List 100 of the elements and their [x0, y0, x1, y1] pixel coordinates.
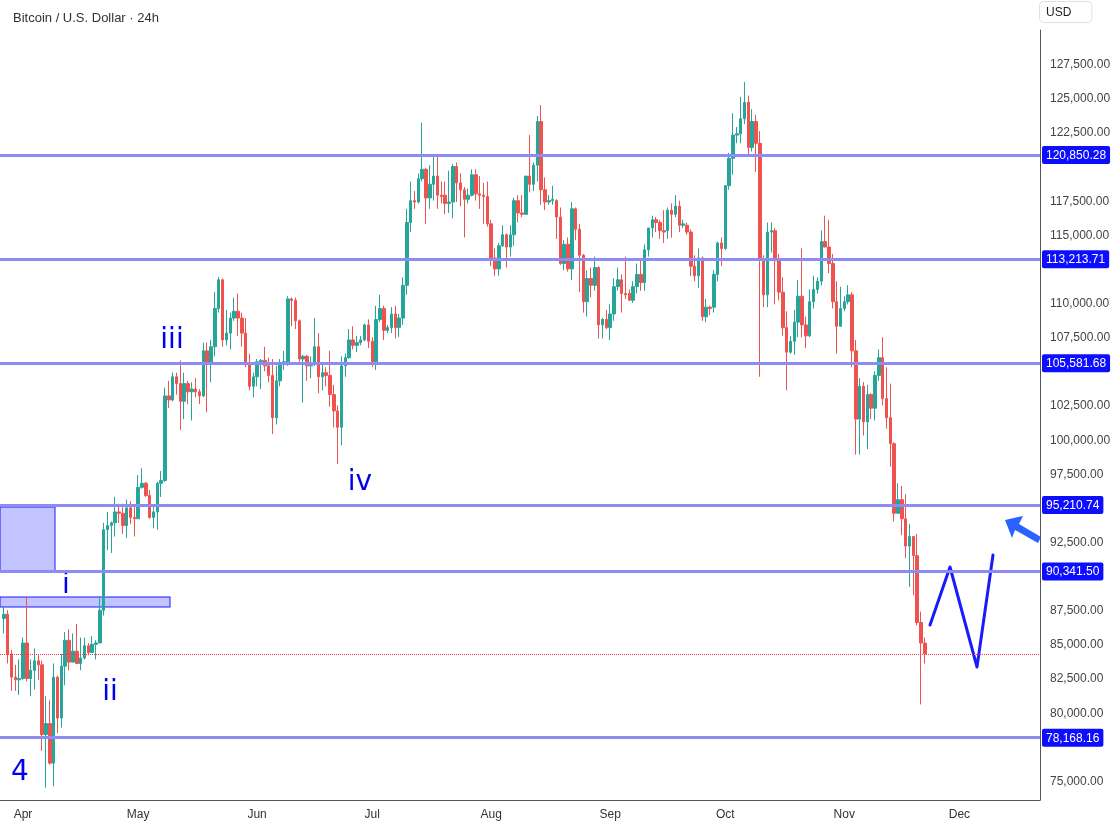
- candlestick: [701, 256, 704, 322]
- candlestick: [25, 596, 29, 682]
- candlestick: [570, 201, 574, 281]
- ref-line-label: 95,210.74: [1046, 497, 1100, 512]
- candlestick: [839, 286, 842, 327]
- y-tick-label: 82,500.00: [1050, 671, 1104, 686]
- x-tick-label: Nov: [833, 807, 855, 821]
- ref-line-label: 120,850.28: [1046, 147, 1107, 162]
- candlestick: [766, 222, 769, 308]
- x-tick-label: Jul: [364, 807, 380, 821]
- candlestick: [505, 232, 508, 269]
- y-tick-label: 87,500.00: [1050, 603, 1104, 618]
- candlestick: [248, 353, 251, 391]
- y-tick-label: 107,500.00: [1050, 330, 1111, 345]
- candlestick: [866, 384, 869, 450]
- candlestick: [67, 628, 71, 671]
- y-tick-label: 110,000.00: [1050, 296, 1110, 311]
- candlestick: [601, 317, 604, 340]
- candlestick: [363, 323, 366, 342]
- candlestick: [317, 332, 320, 394]
- candlestick: [551, 185, 554, 206]
- candlestick: [539, 104, 543, 206]
- candlestick: [301, 354, 305, 404]
- ref-line-label: 105,581.68: [1046, 356, 1107, 371]
- x-tick-label: Oct: [715, 807, 736, 821]
- candlestick: [516, 194, 520, 223]
- x-tick-label: Aug: [480, 807, 502, 821]
- candlestick: [186, 380, 190, 405]
- ref-line-label: 113,213.71: [1046, 252, 1106, 267]
- candlestick: [670, 202, 673, 239]
- candlestick: [720, 237, 723, 267]
- candlestick: [225, 309, 228, 346]
- candlestick: [351, 325, 355, 350]
- x-tick-label: Sep: [599, 807, 622, 821]
- y-tick-label: 80,000.00: [1050, 705, 1104, 720]
- candlestick: [133, 504, 136, 538]
- candlestick: [394, 305, 397, 340]
- candlestick: [171, 372, 174, 402]
- candlestick: [605, 309, 608, 330]
- candlestick: [390, 306, 393, 334]
- candlestick: [524, 175, 528, 215]
- candlestick: [221, 277, 224, 348]
- candlestick: [704, 298, 708, 323]
- candlestick: [182, 372, 186, 420]
- x-tick-label: Dec: [948, 807, 971, 821]
- candlestick: [597, 265, 600, 340]
- chart-title: Bitcoin / U.S. Dollar · 24h: [13, 10, 159, 25]
- annotation: iii: [160, 321, 184, 355]
- candlestick: [56, 675, 59, 734]
- candlestick: [424, 167, 428, 225]
- candlestick: [125, 499, 128, 539]
- candlestick: [593, 256, 597, 292]
- candlestick: [382, 305, 386, 341]
- candlestick: [666, 206, 669, 240]
- candlestick: [443, 181, 447, 215]
- candlestick: [71, 632, 75, 663]
- annotation: 4: [11, 753, 29, 787]
- candlestick: [190, 381, 194, 421]
- candlestick: [858, 377, 861, 456]
- y-tick-label: 127,500.00: [1050, 57, 1111, 72]
- x-tick-label: Jun: [247, 807, 267, 821]
- candlestick: [48, 699, 52, 765]
- y-tick-label: 75,000.00: [1050, 773, 1104, 788]
- candlestick: [271, 358, 274, 435]
- y-tick-label: 117,500.00: [1050, 193, 1110, 208]
- y-tick-label: 92,500.00: [1050, 534, 1104, 549]
- candlestick: [589, 267, 593, 299]
- candlestick: [862, 381, 865, 436]
- candlestick: [179, 359, 182, 431]
- candlestick: [44, 695, 48, 789]
- candlestick: [340, 355, 343, 446]
- candlestick: [773, 227, 777, 305]
- y-tick-label: 125,000.00: [1050, 91, 1111, 106]
- candlestick: [52, 662, 55, 787]
- candlestick: [286, 295, 290, 367]
- y-tick-label: 102,500.00: [1050, 398, 1111, 413]
- y-tick-label: 100,000.00: [1050, 432, 1111, 447]
- y-tick-label: 97,500.00: [1050, 466, 1104, 481]
- candlestick: [202, 342, 205, 398]
- ref-line-label: 78,168.16: [1046, 730, 1100, 745]
- candlestick: [87, 642, 90, 656]
- candlestick: [451, 163, 455, 219]
- candlestick: [244, 317, 247, 368]
- y-tick-label: 85,000.00: [1050, 637, 1104, 652]
- y-tick-label: 122,500.00: [1050, 125, 1111, 140]
- candlestick: [413, 190, 416, 210]
- x-tick-label: May: [126, 807, 150, 821]
- candlestick: [708, 305, 712, 316]
- candlestick: [290, 297, 293, 327]
- candlestick: [869, 392, 873, 420]
- candlestick: [908, 523, 911, 588]
- candlestick: [75, 623, 79, 664]
- candlestick: [674, 194, 677, 218]
- candlestick: [662, 209, 666, 244]
- candlestick: [79, 637, 82, 671]
- annotation: ii: [102, 673, 118, 707]
- candlestick: [355, 335, 359, 353]
- candlestick: [321, 362, 324, 391]
- candlestick: [681, 219, 685, 229]
- candlestick: [259, 358, 263, 390]
